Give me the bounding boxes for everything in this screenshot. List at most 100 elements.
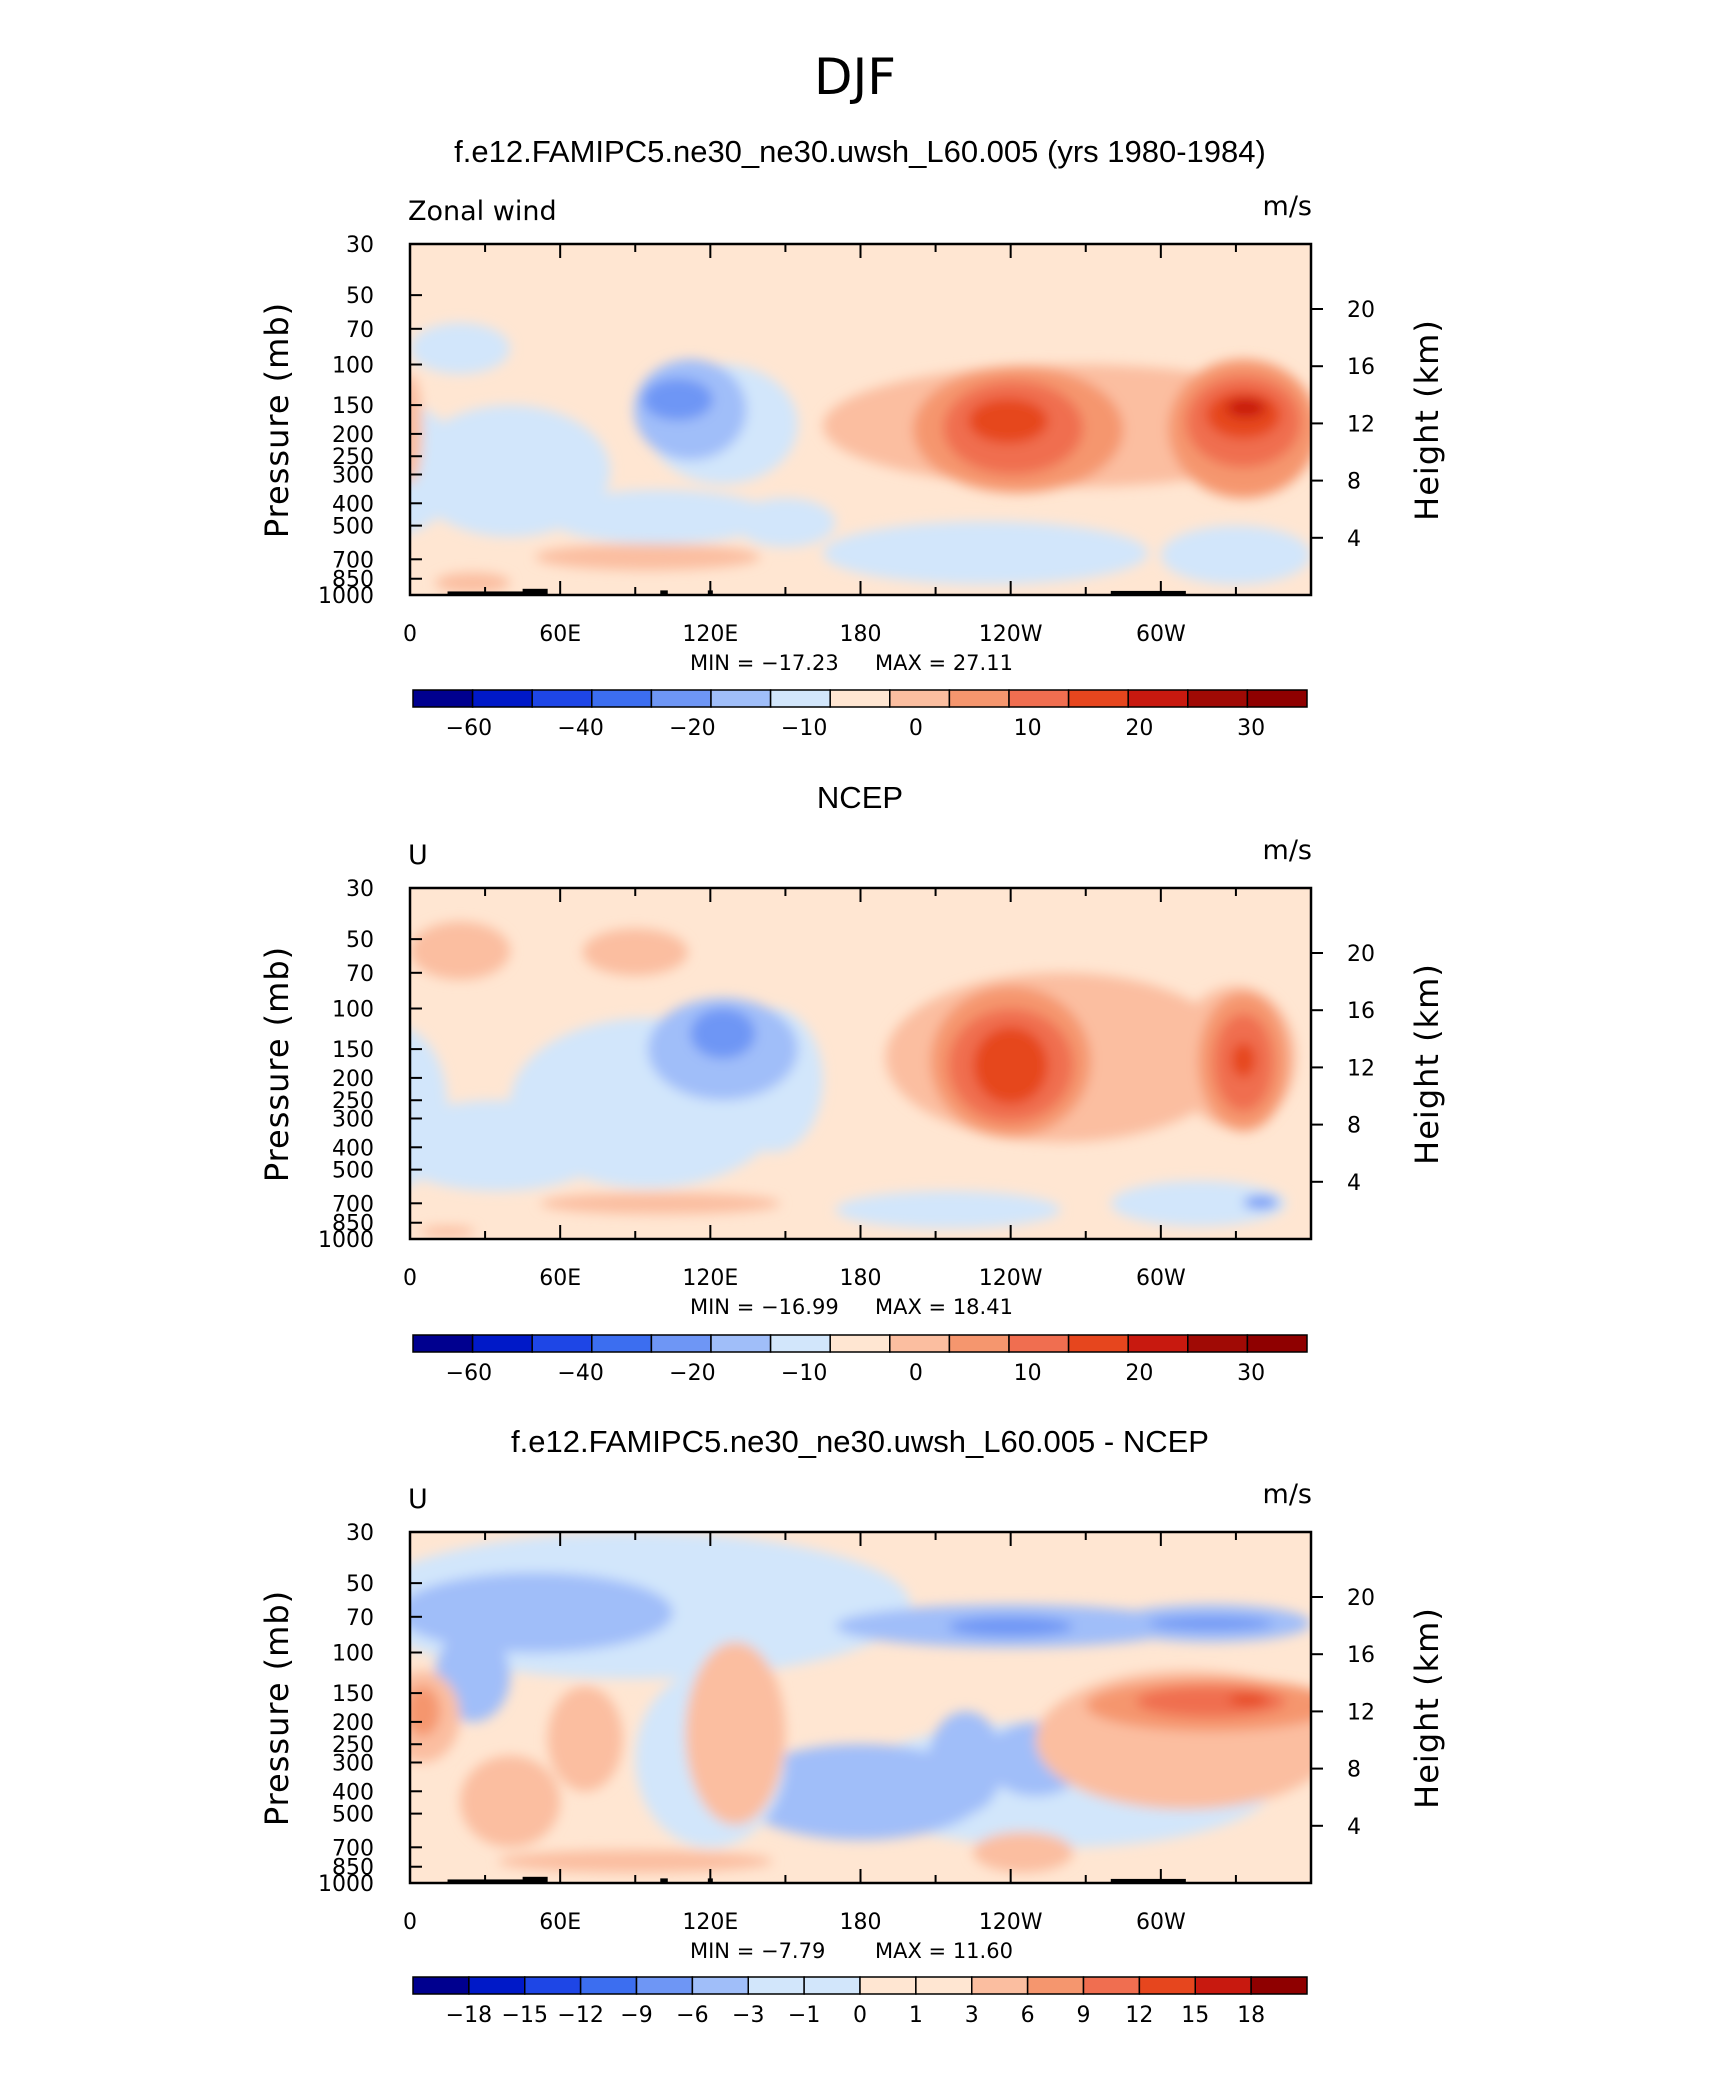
colorbar-label: 10 [1014, 1361, 1042, 1386]
colorbar-box [1138, 1976, 1196, 1995]
colorbar-label: 9 [1077, 2003, 1091, 2028]
contour-region [968, 398, 1049, 444]
y-tick-label: 150 [332, 1038, 374, 1063]
y-tick-label: 50 [346, 928, 374, 953]
colorbar-box [829, 689, 891, 708]
colorbar-label: −18 [446, 2003, 492, 2028]
panel-title: f.e12.FAMIPC5.ne30_ne30.uwsh_L60.005 - N… [511, 1424, 1209, 1459]
x-tick-label: 0 [403, 1266, 417, 1291]
x-tick-label: 60W [1136, 1910, 1186, 1935]
x-tick-label: 0 [403, 1910, 417, 1935]
x-tick-label: 180 [840, 1266, 882, 1291]
contour-region [410, 1572, 673, 1653]
topography-block [447, 591, 536, 595]
colorbar-box [412, 689, 474, 708]
y-tick-label: 150 [332, 394, 374, 419]
contour-region [973, 1026, 1049, 1105]
topography-block [660, 1878, 668, 1883]
colorbar-box [710, 689, 772, 708]
colorbar-box [948, 689, 1010, 708]
x-tick-label: 120E [682, 622, 738, 647]
colorbar-box [531, 689, 593, 708]
colorbar-label: 20 [1125, 1361, 1153, 1386]
contour-region [948, 1616, 1074, 1637]
contour-region [835, 1191, 1061, 1229]
max-label: MAX = 27.11 [875, 651, 1013, 675]
y2-tick-label: 16 [1347, 355, 1375, 380]
y-axis-label: Pressure (mb) [258, 946, 296, 1182]
y-tick-label: 250 [332, 1089, 374, 1114]
colorbar-label: −1 [788, 2003, 820, 2028]
topography-block [447, 1879, 536, 1883]
min-label: MIN = −17.23 [690, 651, 839, 675]
colorbar-label: −20 [669, 1361, 715, 1386]
topography-block [1110, 590, 1186, 595]
y2-tick-label: 20 [1347, 298, 1375, 323]
colorbar-box [948, 1334, 1010, 1353]
y2-tick-label: 20 [1347, 1586, 1375, 1611]
x-tick-label: 60W [1136, 1266, 1186, 1291]
colorbar-label: 6 [1021, 2003, 1035, 2028]
y2-tick-label: 8 [1347, 470, 1361, 495]
x-tick-label: 120W [979, 622, 1043, 647]
y2-axis-label: Height (km) [1408, 319, 1446, 521]
contour-region [410, 405, 611, 537]
y-tick-label: 200 [332, 1067, 374, 1092]
y-tick-label: 70 [346, 1606, 374, 1631]
colorbar-label: −6 [676, 2003, 708, 2028]
y-tick-label: 100 [332, 354, 374, 379]
colorbar-box [803, 1976, 861, 1995]
colorbar-box [412, 1334, 474, 1353]
y-tick-label: 700 [332, 1836, 374, 1861]
contour-region [540, 1192, 781, 1215]
y-tick-label: 700 [332, 1192, 374, 1217]
y-tick-label: 850 [332, 568, 374, 593]
contour-region [547, 489, 773, 544]
colorbar-box [579, 1976, 638, 1995]
y-tick-label: 400 [332, 1780, 374, 1805]
y-tick-label: 300 [332, 463, 374, 488]
y-tick-label: 850 [332, 1856, 374, 1881]
colorbar-box [531, 1334, 593, 1353]
variable-label: Zonal wind [408, 196, 557, 227]
y-tick-label: 150 [332, 1682, 374, 1707]
colorbar-box [650, 689, 712, 708]
contour-region [1148, 1616, 1274, 1631]
colorbar-label: 3 [965, 2003, 979, 2028]
colorbar-box [1127, 689, 1189, 708]
y-tick-label: 300 [332, 1107, 374, 1132]
colorbar-box [915, 1976, 973, 1995]
colorbar-label: 18 [1237, 2003, 1265, 2028]
y2-tick-label: 4 [1347, 527, 1361, 552]
colorbar-box [524, 1976, 582, 1995]
colorbar-label: −3 [732, 2003, 764, 2028]
y2-tick-label: 12 [1347, 1056, 1375, 1081]
contour-region [1110, 1180, 1286, 1227]
y-tick-label: 500 [332, 1159, 374, 1184]
contour-region [822, 521, 1149, 585]
topography-block [522, 1876, 548, 1883]
x-tick-label: 180 [840, 622, 882, 647]
colorbar-label: 0 [909, 716, 923, 741]
colorbar-box [889, 1334, 951, 1353]
contour-field [410, 921, 1296, 1237]
colorbar-box [1246, 689, 1308, 708]
y2-tick-label: 8 [1347, 1114, 1361, 1139]
x-tick-label: 60W [1136, 622, 1186, 647]
topography-block [1110, 1878, 1186, 1883]
colorbar-label: −10 [781, 1361, 827, 1386]
colorbar-label: 10 [1014, 716, 1042, 741]
contour-region [642, 378, 713, 421]
colorbar-label: −40 [557, 716, 603, 741]
colorbar-box [710, 1334, 772, 1353]
contour-region [1225, 398, 1266, 418]
contour-region [410, 322, 511, 375]
contour-region [547, 1686, 623, 1792]
y-axis-label: Pressure (mb) [258, 302, 296, 538]
colorbar-box [591, 689, 653, 708]
colorbar-box [591, 1334, 653, 1353]
y2-tick-label: 16 [1347, 999, 1375, 1024]
colorbar: −60 −40 −20 −10 0 10 20 30 [412, 1334, 1308, 1386]
colorbar-label: 20 [1125, 716, 1153, 741]
